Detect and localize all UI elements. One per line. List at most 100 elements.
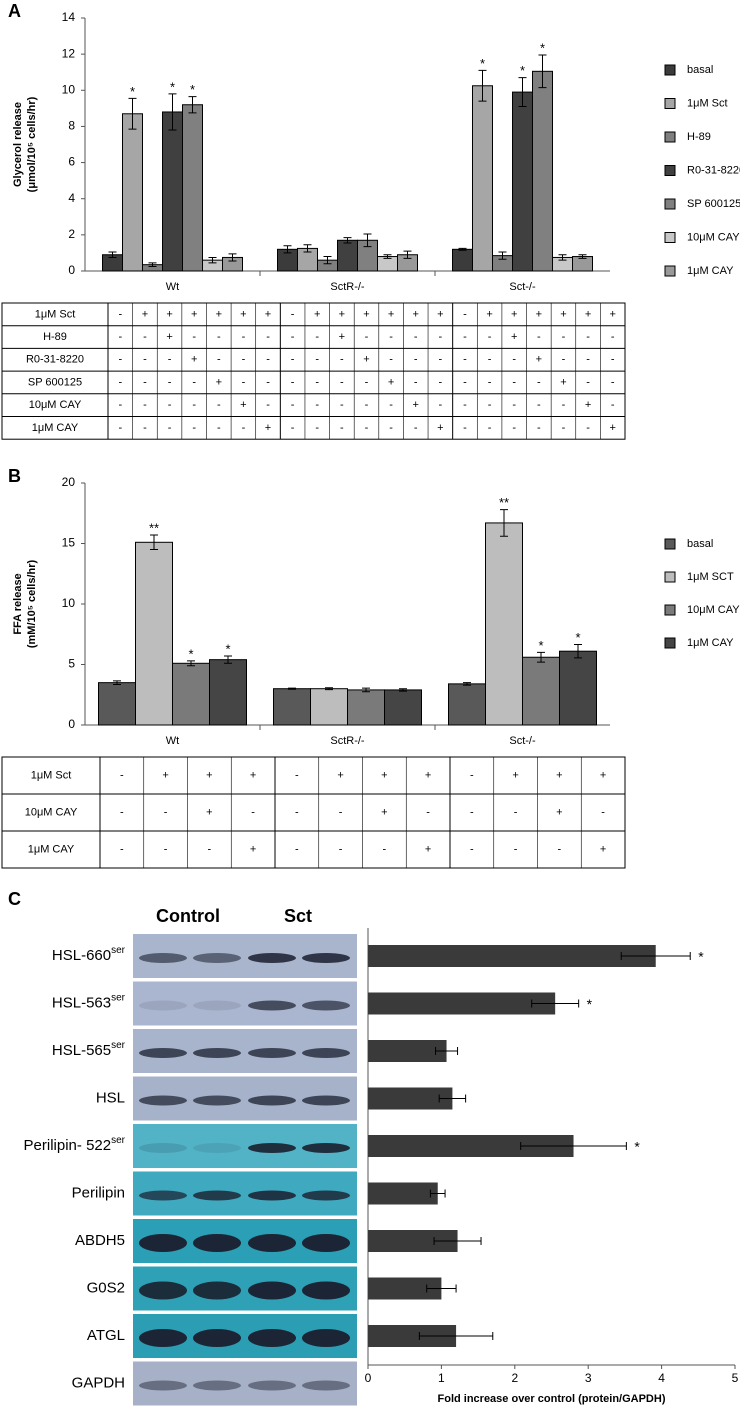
table-row-label: 10μM CAY bbox=[29, 399, 82, 411]
significance-mark: * bbox=[575, 630, 580, 645]
error-bar bbox=[558, 254, 567, 261]
table-cell: - bbox=[383, 843, 387, 855]
table-cell: + bbox=[512, 769, 518, 781]
blot-band bbox=[302, 1095, 350, 1106]
table-cell: - bbox=[470, 769, 474, 781]
table-cell: + bbox=[437, 422, 443, 434]
table-row-label: 1μM Sct bbox=[31, 769, 72, 781]
y-tick-label: 20 bbox=[62, 475, 76, 489]
table-cell: - bbox=[389, 331, 393, 343]
panel-label: A bbox=[8, 1, 21, 21]
table-cell: - bbox=[611, 399, 615, 411]
blot-band bbox=[302, 1000, 350, 1011]
x-tick-label: 5 bbox=[732, 1371, 739, 1385]
table-cell: + bbox=[206, 769, 212, 781]
table-cell: - bbox=[291, 308, 295, 320]
table-cell: - bbox=[192, 376, 196, 388]
legend-swatch bbox=[664, 637, 676, 649]
table-row-label: R0-31-8220 bbox=[26, 354, 84, 366]
blot-row-name: HSL-565 bbox=[52, 1042, 111, 1059]
blot-band bbox=[248, 1000, 296, 1011]
blot-band bbox=[193, 953, 241, 963]
table-cell: + bbox=[425, 769, 431, 781]
table-row-label: SP 600125 bbox=[28, 376, 82, 388]
bar bbox=[310, 688, 348, 726]
error-bar bbox=[363, 233, 372, 248]
blot-band bbox=[302, 1329, 350, 1347]
blot-band bbox=[193, 1143, 241, 1153]
table-cell: + bbox=[250, 843, 256, 855]
error-bar bbox=[383, 254, 392, 259]
error-bar bbox=[498, 251, 507, 260]
error-bar bbox=[426, 1284, 457, 1293]
x-tick-label: Wt bbox=[166, 281, 179, 293]
x-tick-label: Wt bbox=[166, 735, 179, 747]
table-cell: + bbox=[381, 806, 387, 818]
significance-mark: * bbox=[170, 79, 175, 94]
error-bar bbox=[435, 1047, 459, 1055]
table-cell: + bbox=[585, 308, 591, 320]
bar bbox=[368, 945, 656, 967]
table-cell: - bbox=[118, 354, 122, 366]
table-cell: - bbox=[537, 376, 541, 388]
y-tick-label: 15 bbox=[62, 536, 76, 550]
table-cell: - bbox=[291, 354, 295, 366]
blot-row-label: HSL bbox=[96, 1089, 125, 1106]
blot-band bbox=[193, 1000, 241, 1011]
y-tick-label: 0 bbox=[68, 263, 75, 277]
significance-mark: * bbox=[188, 646, 193, 661]
table-cell: - bbox=[488, 354, 492, 366]
table-cell: - bbox=[192, 331, 196, 343]
table-row-label: 10μM CAY bbox=[25, 806, 78, 818]
table-cell: - bbox=[586, 376, 590, 388]
table-cell: - bbox=[118, 331, 122, 343]
table-cell: + bbox=[191, 308, 197, 320]
legend-label: 10μM CAY bbox=[687, 604, 740, 616]
table-cell: + bbox=[536, 354, 542, 366]
blot-band bbox=[248, 1048, 296, 1058]
table-cell: - bbox=[118, 376, 122, 388]
blot-band bbox=[193, 1048, 241, 1058]
significance-mark: * bbox=[130, 84, 135, 99]
bar bbox=[452, 248, 473, 272]
table-cell: + bbox=[162, 769, 168, 781]
table-cell: - bbox=[339, 843, 343, 855]
table-cell: - bbox=[217, 422, 221, 434]
error-bar bbox=[208, 256, 217, 264]
table-cell: + bbox=[240, 399, 246, 411]
error-bar bbox=[500, 509, 508, 537]
table-row-label: 1μM CAY bbox=[28, 843, 75, 855]
table-cell: - bbox=[242, 376, 246, 388]
blot-row-name: Perilipin bbox=[72, 1184, 125, 1201]
table-cell: - bbox=[439, 399, 443, 411]
blot-row-name: G0S2 bbox=[87, 1279, 125, 1296]
table-cell: - bbox=[439, 354, 443, 366]
bar bbox=[368, 1277, 442, 1300]
legend-swatch bbox=[664, 98, 676, 109]
table-cell: - bbox=[601, 806, 605, 818]
bar bbox=[384, 689, 422, 726]
table-cell: + bbox=[556, 806, 562, 818]
table-cell: + bbox=[560, 376, 566, 388]
legend-label: 1μM SCT bbox=[687, 571, 734, 583]
table-cell: - bbox=[295, 806, 299, 818]
blot-band bbox=[193, 1190, 241, 1201]
legend-swatch bbox=[664, 131, 676, 143]
significance-mark: * bbox=[634, 1139, 640, 1155]
blot-row-name: HSL bbox=[96, 1089, 125, 1106]
table-cell: - bbox=[143, 354, 147, 366]
table-cell: - bbox=[217, 354, 221, 366]
blot-band bbox=[139, 1190, 187, 1201]
table-cell: - bbox=[514, 806, 518, 818]
blot-row-name: HSL-563 bbox=[52, 994, 111, 1011]
table-cell: + bbox=[388, 376, 394, 388]
significance-mark: * bbox=[225, 641, 230, 656]
blot-row-sup: ser bbox=[111, 992, 126, 1003]
error-bar bbox=[187, 660, 195, 667]
table-cell: - bbox=[168, 399, 172, 411]
y-axis-label: Glycerol release bbox=[12, 102, 24, 187]
error-bar bbox=[538, 54, 547, 89]
x-tick-label: 3 bbox=[585, 1371, 592, 1385]
table-cell: - bbox=[512, 399, 516, 411]
error-bar bbox=[150, 534, 158, 551]
